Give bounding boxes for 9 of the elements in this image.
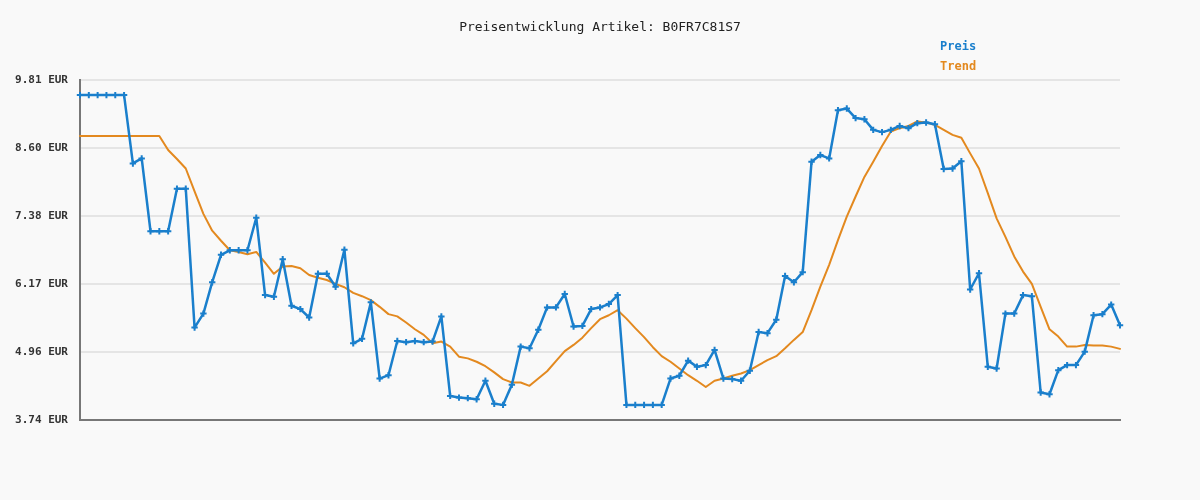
- y-tick-label: 7.38 EUR: [15, 208, 69, 222]
- text: Preis: [940, 39, 977, 54]
- chart-title: Preisentwicklung Artikel: B0FR7C81S7: [459, 19, 741, 35]
- y-tick-label: 6.17 EUR: [15, 276, 69, 290]
- y-tick-label: 3.74 EUR: [15, 412, 69, 426]
- y-tick-label: 4.96 EUR: [15, 344, 69, 358]
- text: Trend: [940, 59, 977, 74]
- y-tick-label: 9.81 EUR: [15, 72, 69, 86]
- y-tick-label: 8.60 EUR: [15, 140, 69, 154]
